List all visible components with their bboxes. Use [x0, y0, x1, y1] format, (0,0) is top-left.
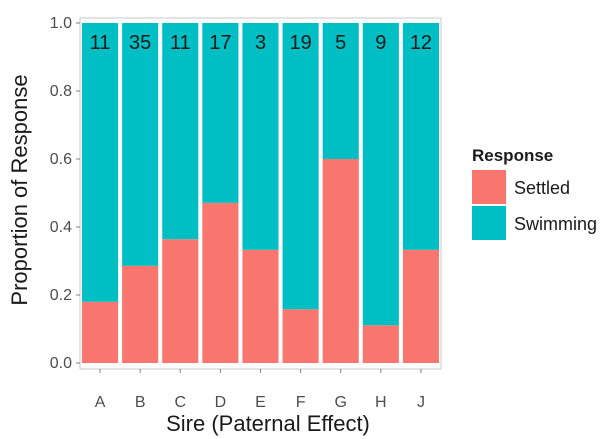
bar-swimming-f: [282, 23, 319, 310]
bar-swimming-h: [362, 23, 399, 326]
bar-settled-g: [322, 159, 359, 363]
bar-settled-e: [242, 249, 279, 363]
bar-swimming-d: [202, 23, 239, 203]
bar-settled-b: [122, 265, 159, 363]
x-tick-label-h: H: [375, 394, 387, 411]
count-labels-group: 11 35 11 17 3 19 5 9 12: [90, 32, 432, 54]
count-label-b: 35: [129, 32, 151, 54]
x-tick-label-e: E: [255, 394, 266, 411]
legend-label-settled: Settled: [514, 178, 570, 198]
bar-settled-f: [282, 309, 319, 363]
count-label-e: 3: [255, 32, 266, 54]
bar-swimming-e: [242, 23, 279, 250]
legend: Response Settled Swimming: [472, 146, 597, 240]
count-label-f: 19: [289, 32, 311, 54]
bar-settled-d: [202, 202, 239, 363]
bar-settled-a: [82, 301, 119, 363]
y-tick-label-5: 1.0: [50, 15, 72, 32]
count-label-h: 9: [375, 32, 386, 54]
x-tick-label-b: B: [135, 394, 146, 411]
legend-key-settled: [472, 170, 506, 204]
legend-title: Response: [472, 146, 553, 165]
count-label-g: 5: [335, 32, 346, 54]
x-tick-label-g: G: [334, 394, 346, 411]
x-tick-label-j: J: [417, 394, 425, 411]
count-label-c: 11: [170, 32, 191, 54]
y-tick-label-0: 0.0: [50, 355, 72, 372]
bar-swimming-j: [402, 23, 439, 250]
y-tick-label-2: 0.4: [50, 219, 72, 236]
x-axis-title: Sire (Paternal Effect): [166, 411, 370, 436]
y-tick-label-3: 0.6: [50, 151, 72, 168]
x-tick-label-a: A: [95, 394, 106, 411]
bar-settled-h: [362, 325, 399, 363]
y-tick-label-1: 0.2: [50, 287, 72, 304]
bar-swimming-c: [162, 23, 199, 240]
bars-group: [82, 23, 439, 363]
count-label-a: 11: [90, 32, 111, 54]
legend-label-swimming: Swimming: [514, 214, 597, 234]
bar-swimming-b: [122, 23, 159, 266]
x-tick-label-d: D: [215, 394, 227, 411]
x-tick-label-c: C: [174, 394, 186, 411]
bar-swimming-g: [322, 23, 359, 159]
x-tick-label-f: F: [296, 394, 306, 411]
bar-settled-j: [402, 249, 439, 363]
y-axis: 0.0 0.2 0.4 0.6 0.8 1.0: [50, 15, 80, 372]
bar-settled-c: [162, 239, 199, 363]
y-axis-title: Proportion of Response: [7, 74, 32, 305]
count-label-d: 17: [209, 32, 231, 54]
legend-key-swimming: [472, 206, 506, 240]
y-tick-label-4: 0.8: [50, 83, 72, 100]
count-label-j: 12: [410, 32, 432, 54]
bar-swimming-a: [82, 23, 119, 302]
